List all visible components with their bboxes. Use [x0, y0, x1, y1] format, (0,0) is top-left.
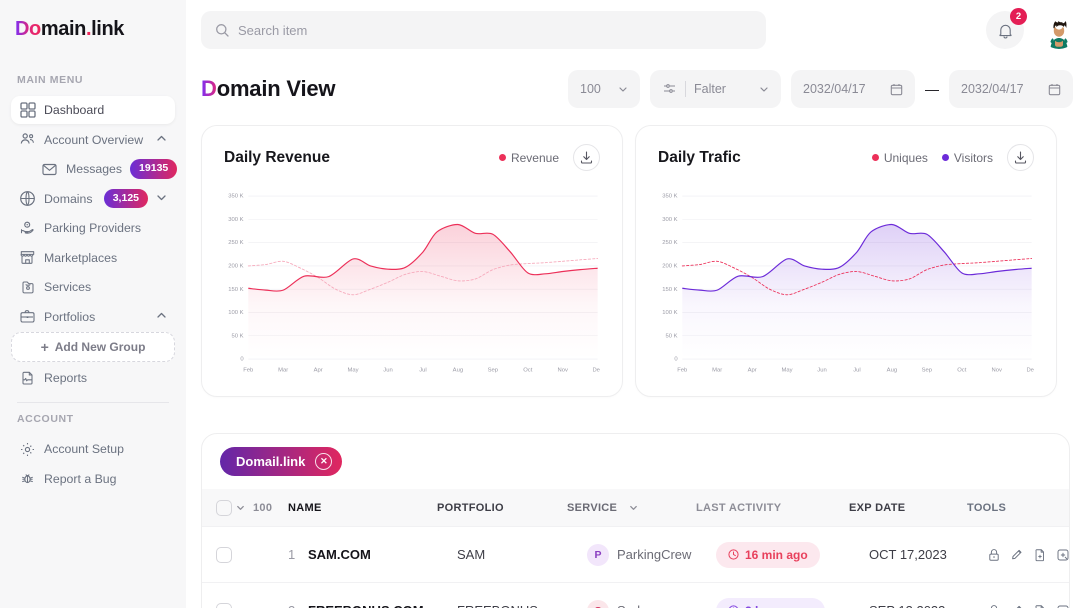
svg-text:0: 0: [240, 357, 244, 363]
svg-text:Dec: Dec: [592, 368, 600, 374]
svg-text:May: May: [782, 368, 793, 374]
svg-text:Feb: Feb: [243, 368, 254, 374]
svg-text:Feb: Feb: [677, 368, 688, 374]
svg-text:Jun: Jun: [817, 368, 826, 374]
svg-text:350 K: 350 K: [662, 194, 677, 200]
svg-text:Jun: Jun: [383, 368, 392, 374]
svg-text:350 K: 350 K: [228, 194, 243, 200]
svg-text:250 K: 250 K: [662, 240, 677, 246]
svg-text:Jul: Jul: [419, 368, 427, 374]
svg-text:200 K: 200 K: [228, 263, 243, 269]
svg-text:Apr: Apr: [748, 368, 757, 374]
svg-text:Apr: Apr: [314, 368, 323, 374]
svg-text:300 K: 300 K: [228, 217, 243, 223]
svg-text:150 K: 150 K: [662, 287, 677, 293]
svg-text:250 K: 250 K: [228, 240, 243, 246]
svg-text:Dec: Dec: [1026, 368, 1034, 374]
svg-text:300 K: 300 K: [662, 217, 677, 223]
svg-text:Mar: Mar: [278, 368, 288, 374]
svg-text:May: May: [348, 368, 359, 374]
svg-text:0: 0: [674, 357, 678, 363]
svg-text:Aug: Aug: [887, 368, 897, 374]
svg-text:Nov: Nov: [992, 368, 1002, 374]
svg-text:200 K: 200 K: [662, 263, 677, 269]
svg-text:Sep: Sep: [488, 368, 499, 374]
svg-text:Oct: Oct: [523, 368, 532, 374]
svg-text:100 K: 100 K: [662, 310, 677, 316]
svg-text:Nov: Nov: [558, 368, 568, 374]
svg-text:Oct: Oct: [957, 368, 966, 374]
svg-text:Sep: Sep: [922, 368, 933, 374]
svg-text:Aug: Aug: [453, 368, 463, 374]
svg-text:100 K: 100 K: [228, 310, 243, 316]
svg-text:150 K: 150 K: [228, 287, 243, 293]
svg-text:Mar: Mar: [712, 368, 722, 374]
svg-text:50 K: 50 K: [232, 333, 244, 339]
svg-text:Jul: Jul: [853, 368, 861, 374]
svg-text:50 K: 50 K: [666, 333, 678, 339]
